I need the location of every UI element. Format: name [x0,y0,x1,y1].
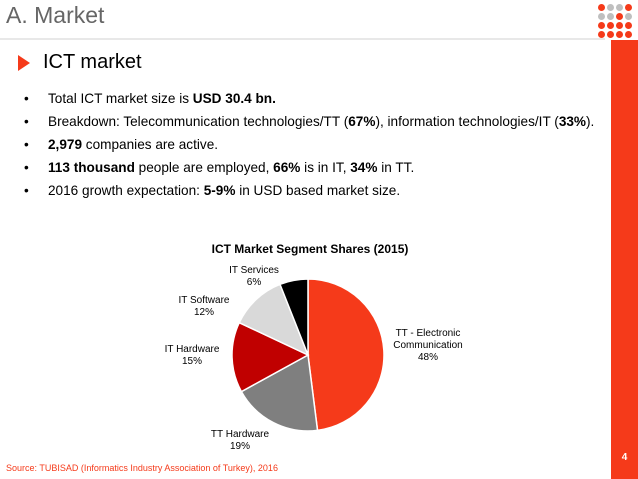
pie-slice [240,353,319,432]
logo-dot [598,13,605,20]
bullet-text: ), information technologies/IT ( [375,114,559,129]
bullet-list: Total ICT market size is USD 30.4 bn. Bre… [24,90,599,205]
logo-dot [625,4,632,11]
slice-value-label: 15% [182,356,202,367]
bullet-text: in TT. [377,160,415,175]
slice-category-label: IT Hardware [165,344,220,355]
bullet-emphasis: USD 30.4 bn. [192,91,276,106]
bullet-text: 2016 growth expectation: [48,183,204,198]
bullet-emphasis: 33% [558,114,587,129]
bullet-text: ). [586,114,595,129]
logo-dot [598,22,605,29]
slice-label: IT Software 12% [179,295,230,318]
pie-slice [231,321,310,393]
logo-dot [616,22,623,29]
slice-label: IT Services 6% [229,265,279,288]
triangle-marker-icon [18,55,30,71]
bullet-emphasis: 66% [273,160,301,175]
logo-dot [607,31,614,38]
logo-dot [598,31,605,38]
bullet-item: 113 thousand people are employed, 66% is… [24,159,599,177]
bullet-text: Breakdown: Telecommunication technologie… [48,114,349,129]
slice-category-label: IT Services [229,265,279,276]
logo-dot [625,31,632,38]
chart-title: ICT Market Segment Shares (2015) [212,242,409,256]
slice-value-label: 6% [247,277,262,288]
bullet-emphasis: 2,979 [48,137,83,152]
bullet-text: Total ICT market size is [48,91,193,106]
logo-dots-icon [598,4,632,38]
slice-label: TT - Electronic Communication 48% [393,328,462,363]
logo-dot [625,22,632,29]
slice-value-label: 48% [418,352,438,363]
header-divider [0,38,605,40]
logo-dot [625,13,632,20]
logo-dot [598,4,605,11]
slice-category-label: IT Software [179,295,230,306]
side-accent-bar [611,40,638,479]
slice-category-label: TT - Electronic [396,328,461,339]
bullet-item: 2016 growth expectation: 5-9% in USD bas… [24,182,599,200]
logo-dot [607,22,614,29]
bullet-emphasis: 67% [348,114,376,129]
bullet-emphasis: 5-9% [203,183,236,198]
source-note: Source: TUBISAD (Informatics Industry As… [6,463,278,473]
slice-label: IT Hardware 15% [165,344,220,367]
bullet-emphasis: 113 thousand [48,160,135,175]
bullet-text: companies are active. [82,137,219,152]
bullet-item: Total ICT market size is USD 30.4 bn. [24,90,599,108]
logo-dot [607,13,614,20]
logo-dot [616,13,623,20]
pie-slice [307,278,385,432]
page-title: A. Market [6,2,105,28]
bullet-emphasis: 34% [350,160,378,175]
pie-slice [279,278,309,356]
page-number: 4 [621,452,628,463]
logo-dot [607,4,614,11]
logo-dot [616,4,623,11]
logo-dot [616,31,623,38]
slice-category-label: TT Hardware [211,429,270,440]
pie-chart: ICT Market Segment Shares (2015) TT - El… [165,242,463,452]
bullet-item: Breakdown: Telecommunication technologie… [24,113,599,131]
slice-value-label: 19% [230,441,250,452]
slice-category-label: Communication [393,340,462,351]
bullet-text: in USD based market size. [235,183,401,198]
bullet-item: 2,979 companies are active. [24,136,599,154]
bullet-text: people are employed, [134,160,274,175]
section-title: ICT market [43,51,142,73]
bullet-text: is in IT, [300,160,351,175]
slice-label: TT Hardware 19% [211,429,270,452]
slice-value-label: 12% [194,307,214,318]
